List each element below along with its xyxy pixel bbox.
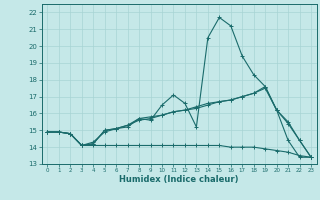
X-axis label: Humidex (Indice chaleur): Humidex (Indice chaleur)	[119, 175, 239, 184]
